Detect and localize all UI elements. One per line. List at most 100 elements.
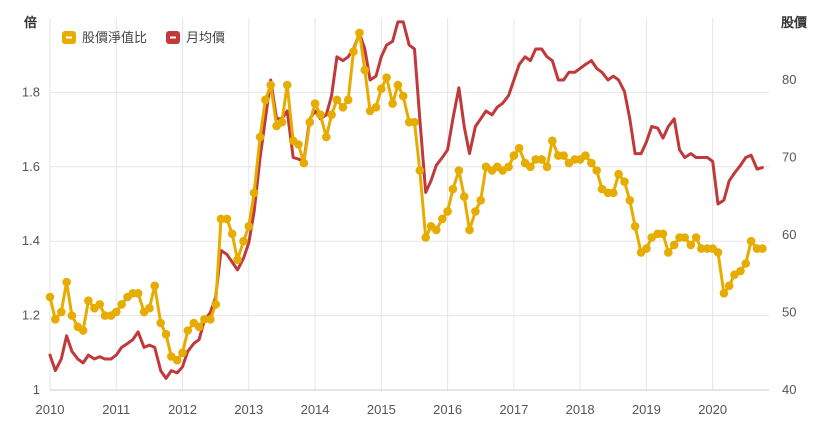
pb-point[interactable] bbox=[305, 117, 315, 127]
pb-point[interactable] bbox=[150, 281, 159, 291]
legend-item-pb[interactable]: 股價淨值比 bbox=[62, 30, 147, 46]
pb-point[interactable] bbox=[504, 162, 513, 172]
pb-point[interactable] bbox=[686, 240, 696, 250]
legend[interactable]: 股價淨值比 月均價 bbox=[62, 30, 225, 46]
pb-point[interactable] bbox=[206, 315, 215, 324]
pb-point[interactable] bbox=[145, 303, 154, 313]
pb-point[interactable] bbox=[620, 177, 629, 186]
pb-point[interactable] bbox=[448, 184, 458, 194]
pb-point[interactable] bbox=[537, 155, 546, 164]
pb-point[interactable] bbox=[178, 348, 187, 358]
pb-point[interactable] bbox=[84, 296, 93, 306]
pb-point[interactable] bbox=[255, 132, 265, 142]
pb-point[interactable] bbox=[161, 329, 171, 339]
pb-point[interactable] bbox=[156, 318, 165, 328]
pb-point[interactable] bbox=[581, 151, 590, 160]
pb-point[interactable] bbox=[183, 326, 193, 335]
pb-point[interactable] bbox=[227, 229, 237, 239]
pb-point[interactable] bbox=[746, 236, 756, 246]
pb-point[interactable] bbox=[100, 311, 110, 320]
pb-point[interactable] bbox=[249, 188, 259, 198]
pb-point[interactable] bbox=[398, 91, 408, 101]
pb-point[interactable] bbox=[514, 143, 524, 153]
pb-point[interactable] bbox=[316, 110, 325, 119]
pb-point[interactable] bbox=[465, 225, 474, 235]
pb-point[interactable] bbox=[724, 281, 734, 291]
pb-point[interactable] bbox=[194, 322, 204, 332]
pb-point[interactable] bbox=[592, 166, 601, 175]
pb-point[interactable] bbox=[57, 307, 66, 317]
legend-item-price[interactable]: 月均價 bbox=[166, 31, 225, 46]
pb-point[interactable] bbox=[614, 169, 623, 179]
pb-point[interactable] bbox=[432, 225, 441, 235]
pb-point[interactable] bbox=[244, 222, 254, 231]
pb-point[interactable] bbox=[45, 292, 55, 302]
pb-point[interactable] bbox=[294, 140, 303, 149]
pb-point[interactable] bbox=[133, 289, 143, 298]
pb-point[interactable] bbox=[371, 103, 381, 112]
pb-point[interactable] bbox=[95, 300, 104, 309]
pb-point[interactable] bbox=[443, 207, 452, 216]
pb-point[interactable] bbox=[531, 155, 540, 164]
pb-point[interactable] bbox=[691, 233, 701, 242]
pb-point[interactable] bbox=[282, 80, 292, 90]
pb-point[interactable] bbox=[377, 84, 386, 93]
pb-point[interactable] bbox=[680, 233, 690, 242]
pb-point[interactable] bbox=[642, 244, 651, 253]
pb-point[interactable] bbox=[459, 192, 469, 201]
pb-point[interactable] bbox=[421, 233, 431, 242]
pb-point[interactable] bbox=[327, 110, 336, 119]
pb-point[interactable] bbox=[542, 162, 552, 172]
pb-point[interactable] bbox=[211, 300, 220, 309]
pb-point[interactable] bbox=[216, 214, 226, 224]
pb-point[interactable] bbox=[476, 196, 486, 205]
pb-point[interactable] bbox=[454, 166, 464, 175]
pb-point[interactable] bbox=[222, 214, 232, 224]
pb-point[interactable] bbox=[67, 311, 77, 320]
pb-point[interactable] bbox=[382, 73, 391, 82]
pb-point[interactable] bbox=[658, 229, 668, 239]
pb-point[interactable] bbox=[736, 266, 745, 276]
pb-point[interactable] bbox=[200, 315, 209, 324]
pb-point[interactable] bbox=[609, 188, 618, 198]
pb-point[interactable] bbox=[559, 151, 568, 160]
pb-point[interactable] bbox=[741, 259, 751, 268]
pb-point[interactable] bbox=[526, 162, 535, 172]
pb-point[interactable] bbox=[415, 166, 425, 175]
pb-point[interactable] bbox=[233, 255, 242, 265]
pb-point[interactable] bbox=[261, 95, 270, 105]
pb-point[interactable] bbox=[62, 277, 71, 287]
pb-point[interactable] bbox=[343, 95, 353, 105]
pb-point[interactable] bbox=[112, 307, 121, 317]
pb-point[interactable] bbox=[669, 240, 679, 250]
pb-point[interactable] bbox=[266, 80, 276, 90]
pb-point[interactable] bbox=[338, 103, 348, 112]
pb-point[interactable] bbox=[719, 289, 729, 298]
pb-point[interactable] bbox=[587, 158, 596, 168]
pb-point[interactable] bbox=[438, 214, 447, 224]
pb-point[interactable] bbox=[332, 95, 342, 105]
pb-point[interactable] bbox=[78, 326, 88, 335]
pb-point[interactable] bbox=[713, 248, 723, 257]
pb-point[interactable] bbox=[51, 315, 60, 324]
pb-point[interactable] bbox=[471, 207, 480, 216]
pb-point[interactable] bbox=[310, 99, 320, 108]
pb-point[interactable] bbox=[664, 248, 673, 257]
pb-point[interactable] bbox=[625, 196, 635, 205]
pb-point[interactable] bbox=[388, 99, 397, 108]
pb-point[interactable] bbox=[277, 117, 287, 127]
pb-point[interactable] bbox=[172, 355, 182, 365]
pb-point[interactable] bbox=[299, 158, 309, 168]
pb-point[interactable] bbox=[509, 151, 519, 160]
pb-point[interactable] bbox=[697, 244, 706, 253]
pb-point[interactable] bbox=[360, 65, 370, 75]
pb-point[interactable] bbox=[630, 222, 640, 231]
pb-point[interactable] bbox=[758, 244, 767, 253]
pb-point[interactable] bbox=[349, 47, 358, 56]
pb-point[interactable] bbox=[410, 117, 419, 127]
pb-point[interactable] bbox=[239, 236, 248, 246]
pb-point[interactable] bbox=[355, 28, 364, 38]
pb-point[interactable] bbox=[117, 300, 126, 309]
pb-point[interactable] bbox=[548, 136, 557, 146]
pb-point[interactable] bbox=[393, 80, 403, 90]
